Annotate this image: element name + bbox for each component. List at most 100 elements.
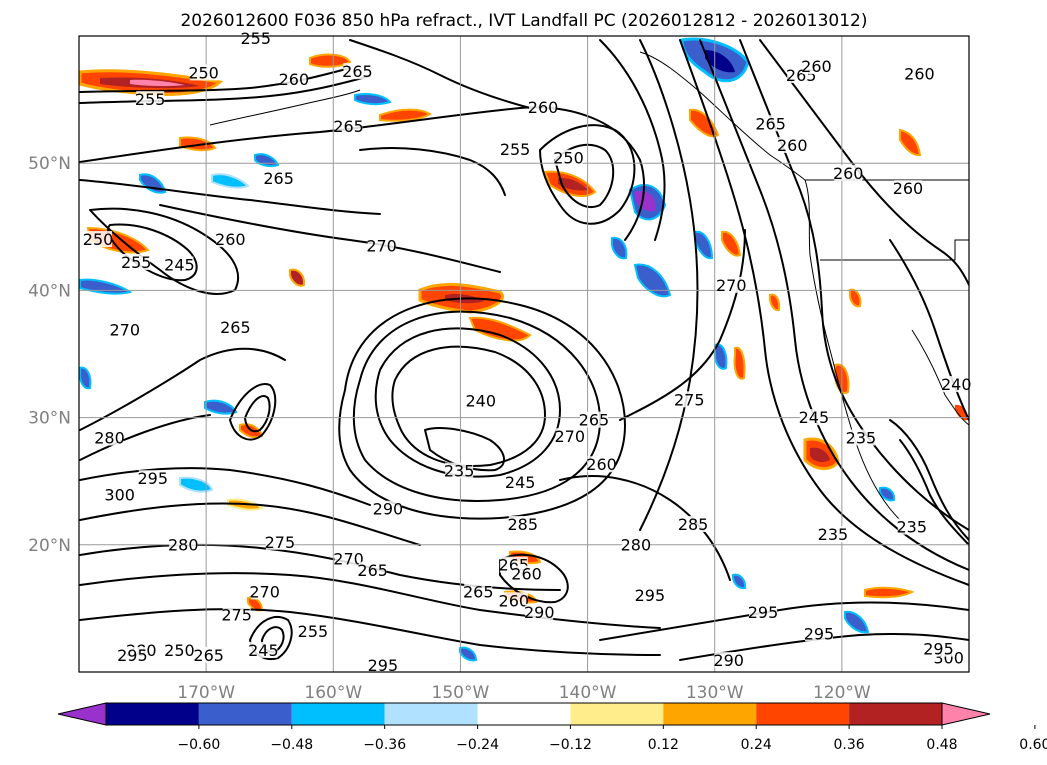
contour-label-bg [373, 500, 402, 517]
contour-label-text: 265 [357, 561, 388, 580]
contour-label-bg [818, 526, 847, 543]
shading-patch [179, 476, 214, 493]
contour-label: 260 [801, 57, 832, 76]
contour-label-bg [122, 253, 151, 270]
contour-label: 235 [846, 428, 877, 447]
contour-label-text: 260 [586, 455, 617, 474]
contour-line [244, 395, 271, 433]
shading-patch [864, 586, 915, 599]
contour-label: 245 [505, 473, 536, 492]
contour-label-bg [529, 98, 558, 115]
shading-patch [633, 263, 672, 298]
contour-label: 245 [164, 256, 195, 275]
contour-label-text: 250 [164, 641, 195, 660]
state-border [820, 239, 969, 261]
lon-tick-label: 150°W [432, 683, 490, 703]
contour-label: 275 [674, 390, 705, 409]
contour-label: 265 [357, 561, 388, 580]
contour-label-bg [466, 392, 495, 409]
contour-label-text: 260 [528, 98, 559, 117]
contour-label-bg [897, 518, 926, 535]
colorbar-tick-label: 0.24 [741, 737, 772, 753]
contour-label-text: 300 [104, 486, 135, 505]
contour-label: 270 [249, 582, 280, 601]
contour-line [559, 475, 731, 581]
contour-label: 255 [135, 90, 166, 109]
contour-label-bg [334, 550, 363, 567]
contour-label: 260 [511, 565, 542, 584]
contour-label-text: 255 [298, 622, 329, 641]
contour-label-text: 280 [94, 428, 125, 447]
contour-label-text: 260 [833, 164, 864, 183]
shading-patch [379, 108, 432, 122]
shading-patch [468, 316, 532, 342]
colorbar-tick-label: −0.24 [456, 737, 499, 753]
contour-label-bg [714, 652, 743, 669]
refractivity-anomaly-fills [79, 37, 968, 662]
contour-line [79, 502, 421, 546]
lat-tick-label: 30°N [28, 409, 71, 429]
contour-line [599, 601, 969, 641]
contour-label: 260 [777, 136, 808, 155]
contour-label-bg [250, 583, 279, 600]
contour-label-bg [635, 587, 664, 604]
contour-label-text: 260 [801, 57, 832, 76]
contour-label-text: 265 [220, 318, 251, 337]
shading-patch [130, 79, 185, 87]
contour-label-bg [358, 561, 387, 578]
contour-label-bg [799, 409, 828, 426]
contour-label-text: 265 [263, 169, 294, 188]
contour-label: 265 [342, 62, 373, 81]
contour-label: 295 [748, 603, 779, 622]
contour-label-text: 275 [265, 533, 296, 552]
contour-label-text: 270 [333, 549, 364, 568]
contour-label: 235 [444, 462, 475, 481]
colorbar-swatch [756, 703, 850, 725]
contour-label: 290 [373, 500, 404, 519]
latitude-tick-labels: 20°N 30°N 40°N 50°N [28, 154, 71, 556]
contour-label-bg [136, 91, 165, 108]
contour-label: 265 [463, 582, 494, 601]
contour-label-text: 235 [846, 428, 877, 447]
colorbar-swatch [106, 703, 199, 725]
colorbar-tick-label: 0.48 [926, 737, 957, 753]
contour-label-bg [675, 391, 704, 408]
contour-label-text: 265 [333, 117, 364, 136]
colorbar-swatch [384, 703, 478, 725]
contour-line [599, 39, 666, 241]
contour-label-text: 235 [818, 525, 849, 544]
contour-label-text: 250 [553, 149, 584, 168]
contour-line [79, 467, 371, 506]
contour-line [899, 439, 969, 546]
lon-tick-label: 140°W [559, 683, 617, 703]
contour-label: 260 [528, 98, 559, 117]
contour-label-bg [165, 256, 194, 273]
shading-patch [459, 646, 478, 662]
contour-label: 260 [499, 591, 530, 610]
contour-label-bg [679, 515, 708, 532]
shading-patch [705, 50, 735, 73]
contour-label-bg [942, 376, 971, 393]
contour-line [499, 553, 569, 604]
contour-label-bg [241, 30, 270, 47]
contour-label: 265 [193, 646, 224, 665]
contour-label-text: 245 [248, 641, 279, 660]
shading-patch [879, 486, 896, 502]
contour-label-bg [924, 640, 953, 657]
contour-label: 250 [83, 230, 114, 249]
shading-patch [204, 399, 238, 415]
contour-label-bg [189, 64, 218, 81]
contour-label-text: 280 [621, 535, 652, 554]
contour-label-bg [343, 63, 372, 80]
contour-label-text: 260 [215, 230, 246, 249]
contour-label-text: 285 [678, 515, 709, 534]
shading-patch [694, 230, 714, 260]
colorbar-lower-extension [57, 702, 107, 726]
contour-label-text: 270 [366, 236, 397, 255]
contour-label: 270 [333, 549, 364, 568]
lon-tick-label: 170°W [177, 683, 235, 703]
shading-patch [844, 610, 870, 634]
contour-label-bg [368, 657, 397, 674]
contour-label-text: 260 [279, 70, 310, 89]
